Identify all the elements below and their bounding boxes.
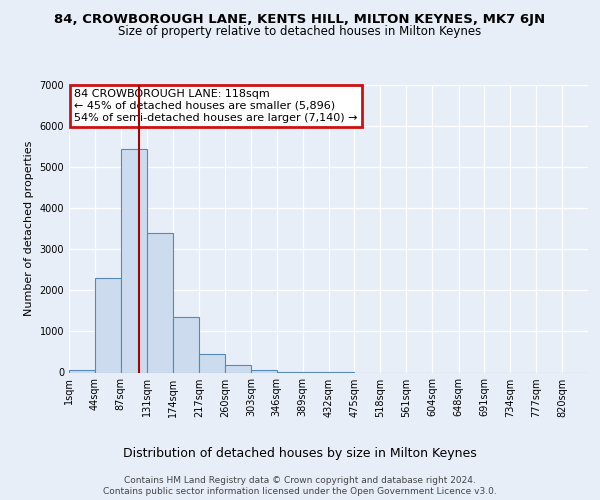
Text: Distribution of detached houses by size in Milton Keynes: Distribution of detached houses by size … bbox=[123, 448, 477, 460]
Text: 84 CROWBOROUGH LANE: 118sqm
← 45% of detached houses are smaller (5,896)
54% of : 84 CROWBOROUGH LANE: 118sqm ← 45% of det… bbox=[74, 90, 358, 122]
Text: Contains public sector information licensed under the Open Government Licence v3: Contains public sector information licen… bbox=[103, 488, 497, 496]
Bar bbox=[225, 366, 251, 372]
Text: Size of property relative to detached houses in Milton Keynes: Size of property relative to detached ho… bbox=[118, 25, 482, 38]
Text: 84, CROWBOROUGH LANE, KENTS HILL, MILTON KEYNES, MK7 6JN: 84, CROWBOROUGH LANE, KENTS HILL, MILTON… bbox=[55, 12, 545, 26]
Bar bbox=[95, 278, 121, 372]
Bar bbox=[69, 370, 95, 372]
Bar bbox=[199, 354, 225, 372]
Y-axis label: Number of detached properties: Number of detached properties bbox=[24, 141, 34, 316]
Text: Contains HM Land Registry data © Crown copyright and database right 2024.: Contains HM Land Registry data © Crown c… bbox=[124, 476, 476, 485]
Bar bbox=[251, 370, 277, 372]
Bar bbox=[173, 317, 199, 372]
Bar bbox=[147, 233, 173, 372]
Bar bbox=[121, 148, 147, 372]
